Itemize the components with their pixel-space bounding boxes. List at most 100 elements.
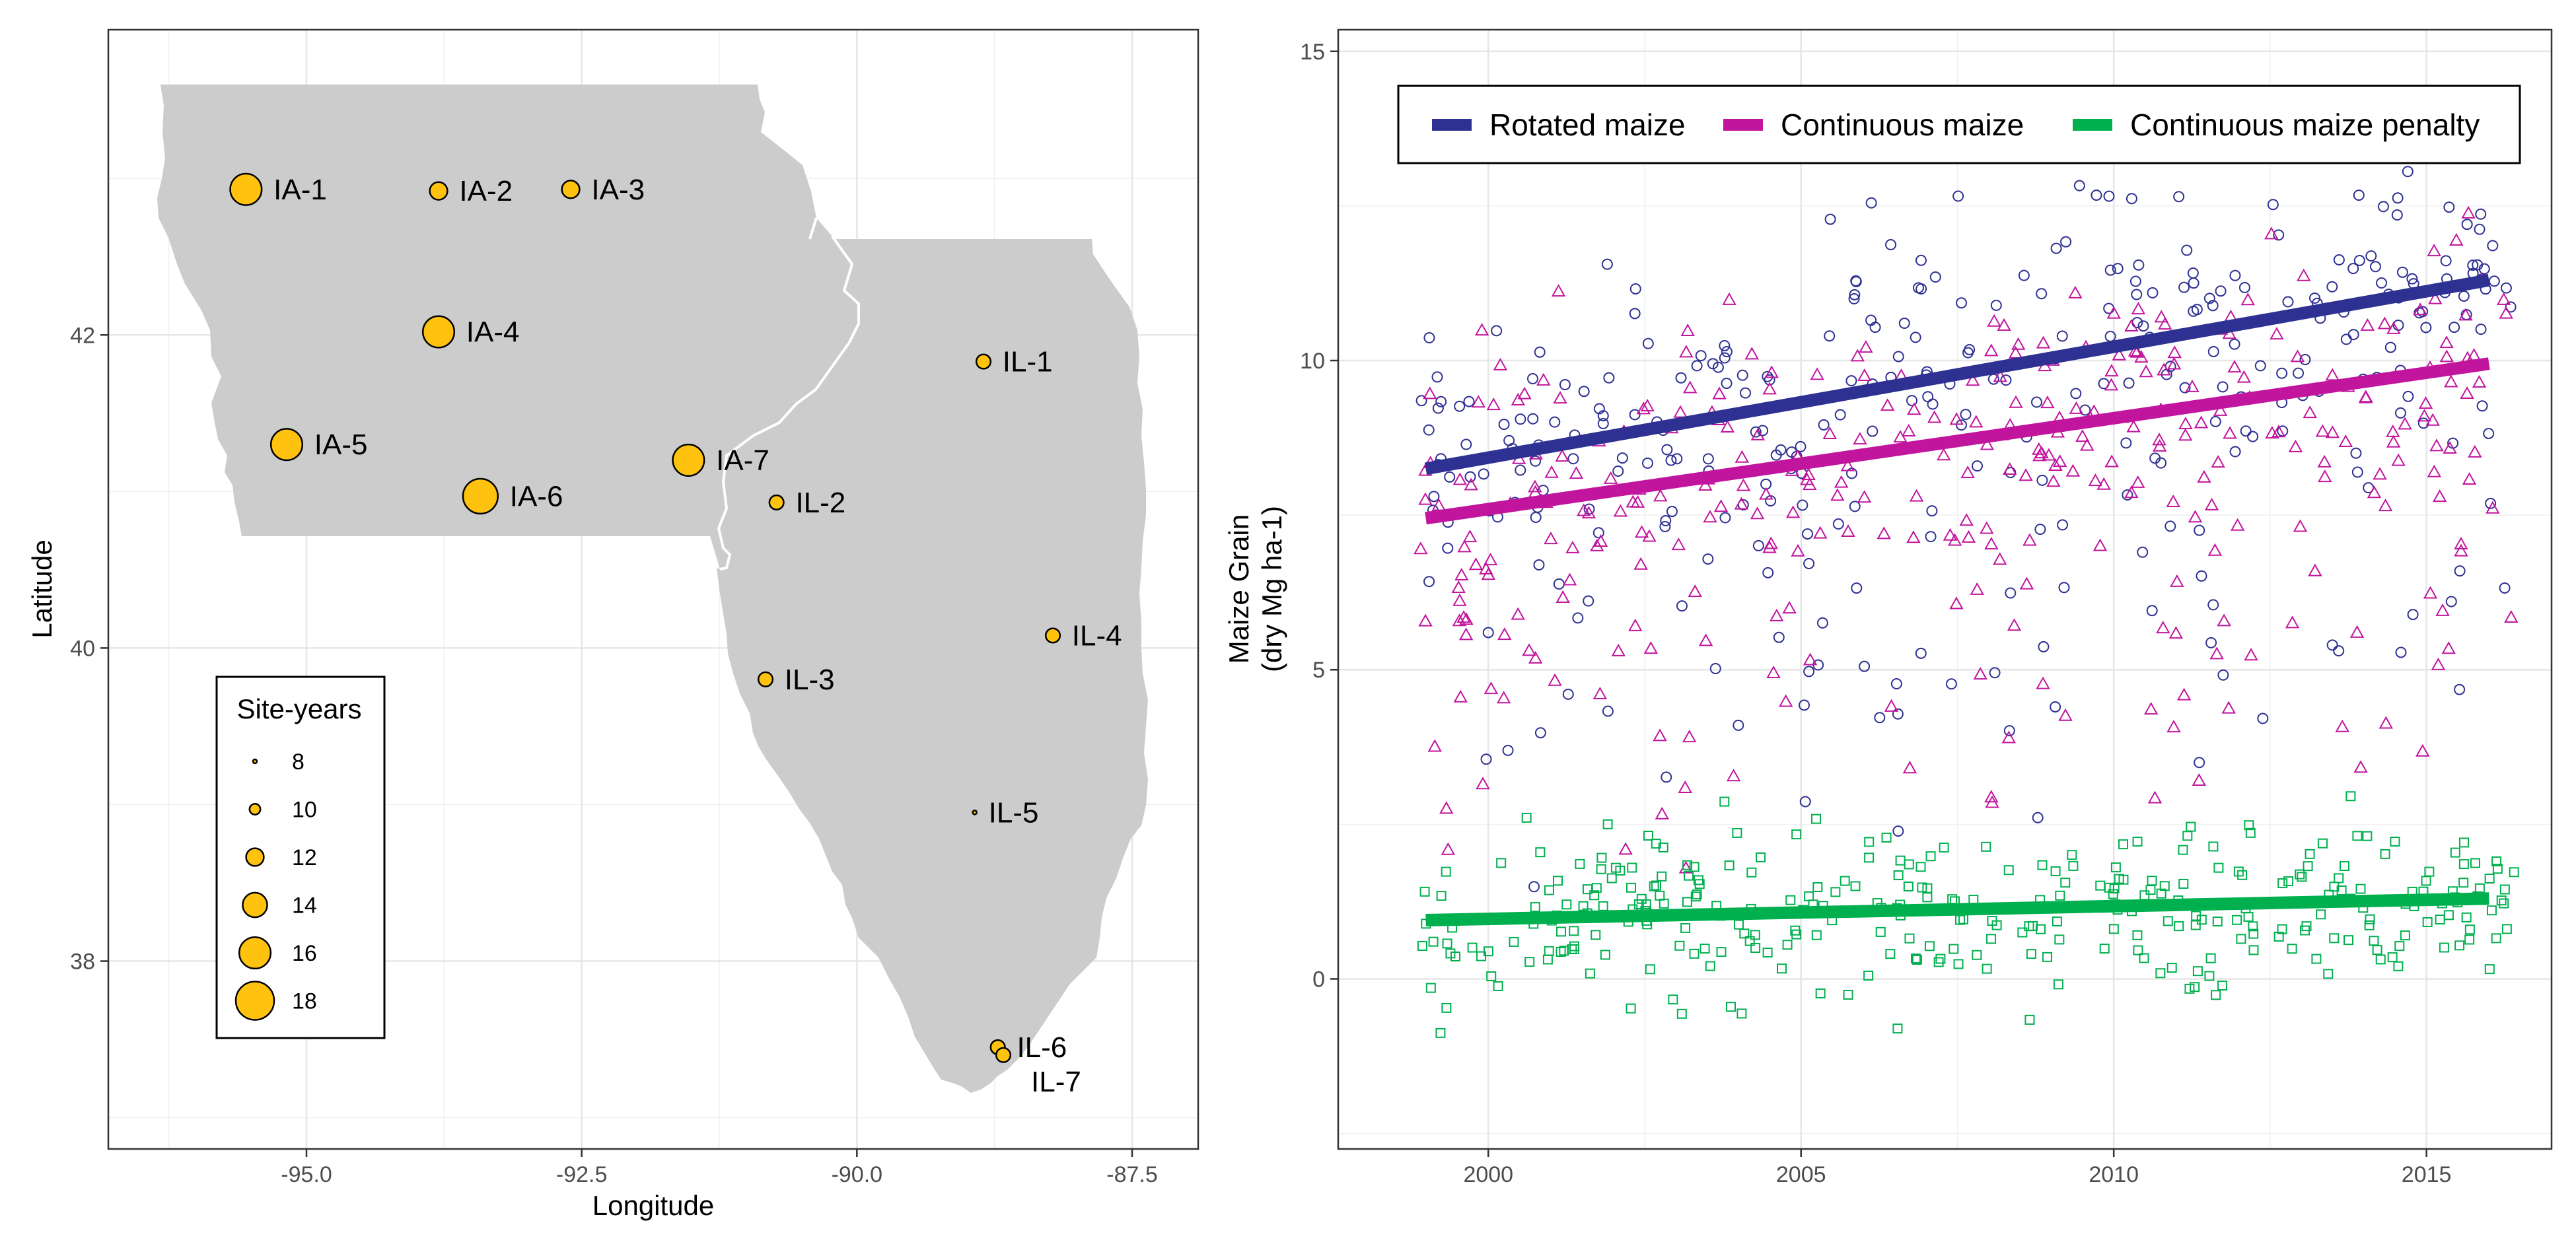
yield-point-circle — [1530, 511, 1542, 523]
yield-point-square — [2244, 820, 2254, 831]
yield-point-triangle — [1902, 761, 1917, 774]
yield-legend-box — [1397, 85, 2521, 164]
yield-point-triangle — [2104, 454, 2119, 468]
site-label: IL-4 — [1072, 619, 1122, 652]
yield-grid — [1338, 30, 2552, 1149]
yield-point-circle — [2207, 599, 2219, 611]
yield-point-square — [1972, 950, 1982, 960]
yield-point-triangle — [1565, 540, 1580, 553]
yield-point-square — [2099, 944, 2110, 954]
site-label: IA-1 — [273, 174, 327, 206]
yield-point-square — [1915, 862, 1926, 872]
yield-point-circle — [2000, 374, 2012, 386]
yield-point-square — [1445, 948, 1456, 959]
yield-point-triangle — [1671, 538, 1686, 551]
yield-point-square — [1636, 893, 1647, 904]
yield-point-triangle — [2003, 462, 2017, 475]
yield-point-square — [2095, 880, 2106, 891]
yield-point-triangle — [1785, 505, 1801, 518]
yield-point-square — [1435, 1027, 1446, 1038]
yield-point-square — [2329, 933, 2340, 944]
yield-point-circle — [1892, 351, 1904, 363]
yield-point-square — [2184, 983, 2195, 994]
yield-point-triangle — [2170, 574, 2184, 587]
yield-point-square — [1782, 940, 1793, 950]
yield-point-triangle — [2460, 386, 2474, 399]
yield-point-triangle — [1493, 357, 1508, 370]
yield-point-triangle — [2104, 364, 2119, 377]
yield-point-circle — [2365, 250, 2377, 262]
yield-y-axis-units: (dry Mg ha-1) — [1256, 506, 1287, 672]
yield-point-circle — [2215, 285, 2227, 297]
yield-point-triangle — [1880, 398, 1895, 411]
yield-point-circle — [2018, 269, 2030, 281]
yield-point-circle — [2353, 190, 2365, 201]
yield-point-triangle — [1427, 739, 1442, 752]
yield-point-triangle — [1613, 504, 1628, 517]
yield-point-square — [1864, 837, 1875, 847]
yield-point-triangle — [2166, 494, 2180, 508]
yield-point-square — [1785, 895, 1796, 905]
yield-point-circle — [1629, 283, 1641, 295]
yield-point-square — [2060, 878, 2071, 888]
yield-point-square — [1991, 920, 2002, 930]
yield-point-square — [2026, 949, 2036, 959]
yield-point-triangle — [2432, 489, 2447, 503]
yield-point-circle — [1915, 647, 1927, 659]
yield-point-square — [1933, 957, 1944, 967]
yield-point-square — [2311, 954, 2322, 964]
yield-point-circle — [2205, 637, 2217, 648]
yield-point-square — [1790, 925, 1801, 936]
yield-point-triangle — [2011, 337, 2026, 350]
yield-point-triangle — [1813, 526, 1828, 539]
yield-point-triangle — [2265, 426, 2279, 439]
yield-point-triangle — [1800, 472, 1814, 485]
yield-point-circle — [1601, 258, 1613, 270]
yield-point-triangle — [1682, 730, 1697, 743]
yield-point-square — [2496, 895, 2507, 906]
yield-point-triangle — [1439, 801, 1454, 814]
yield-point-circle — [2207, 345, 2219, 357]
yield-point-circle — [1675, 372, 1687, 384]
yield-point-square — [1910, 954, 1921, 964]
yield-point-triangle — [2378, 499, 2393, 512]
yield-point-circle — [2209, 415, 2221, 427]
yield-point-square — [1739, 928, 1750, 939]
yield-point-square — [2501, 924, 2512, 934]
yield-point-circle — [1721, 345, 1733, 357]
yield-x-tick-label: 2000 — [1463, 1162, 1513, 1187]
yield-point-circle — [1444, 471, 1456, 483]
yield-point-square — [2205, 953, 2216, 963]
yield-point-square — [2139, 953, 2149, 963]
yield-point-triangle — [2093, 538, 2108, 551]
illinois-state-shape — [717, 236, 1148, 1093]
yield-point-triangle — [1993, 369, 2008, 382]
yield-point-square — [1689, 862, 1699, 872]
yield-point-triangle — [1949, 596, 1964, 609]
yield-point-square — [2155, 968, 2166, 979]
site-point — [561, 180, 581, 199]
yield-point-square — [1496, 858, 1507, 868]
yield-point-square — [2352, 831, 2363, 841]
yield-point-triangle — [2022, 533, 2037, 546]
yield-point-square — [2248, 928, 2259, 939]
yield-point-circle — [1482, 627, 1494, 639]
yield-point-circle — [1526, 373, 1538, 385]
yield-point-circle — [1956, 297, 1968, 309]
yield-point-circle — [2194, 757, 2205, 769]
yield-point-circle — [1952, 190, 1964, 202]
yield-point-triangle — [2106, 306, 2121, 319]
yield-point-square — [2283, 876, 2294, 887]
map-x-axis: -95.0 -92.5 -90.0 -87.5 — [281, 1149, 1158, 1187]
yield-point-square — [1486, 971, 1497, 981]
yield-point-circle — [2299, 353, 2311, 365]
yield-point-square — [1840, 876, 1850, 886]
yield-point-square — [1436, 891, 1447, 901]
yield-point-triangle — [1722, 292, 1736, 305]
yield-point-triangle — [2413, 302, 2427, 316]
yield-point-triangle — [1734, 497, 1749, 510]
yield-point-circle — [2187, 267, 2199, 279]
yield-point-square — [2190, 920, 2201, 930]
yield-point-circle — [2499, 582, 2511, 594]
yield-legend-entries: Rotated maize Continuous maize Continuous … — [1432, 108, 2480, 142]
